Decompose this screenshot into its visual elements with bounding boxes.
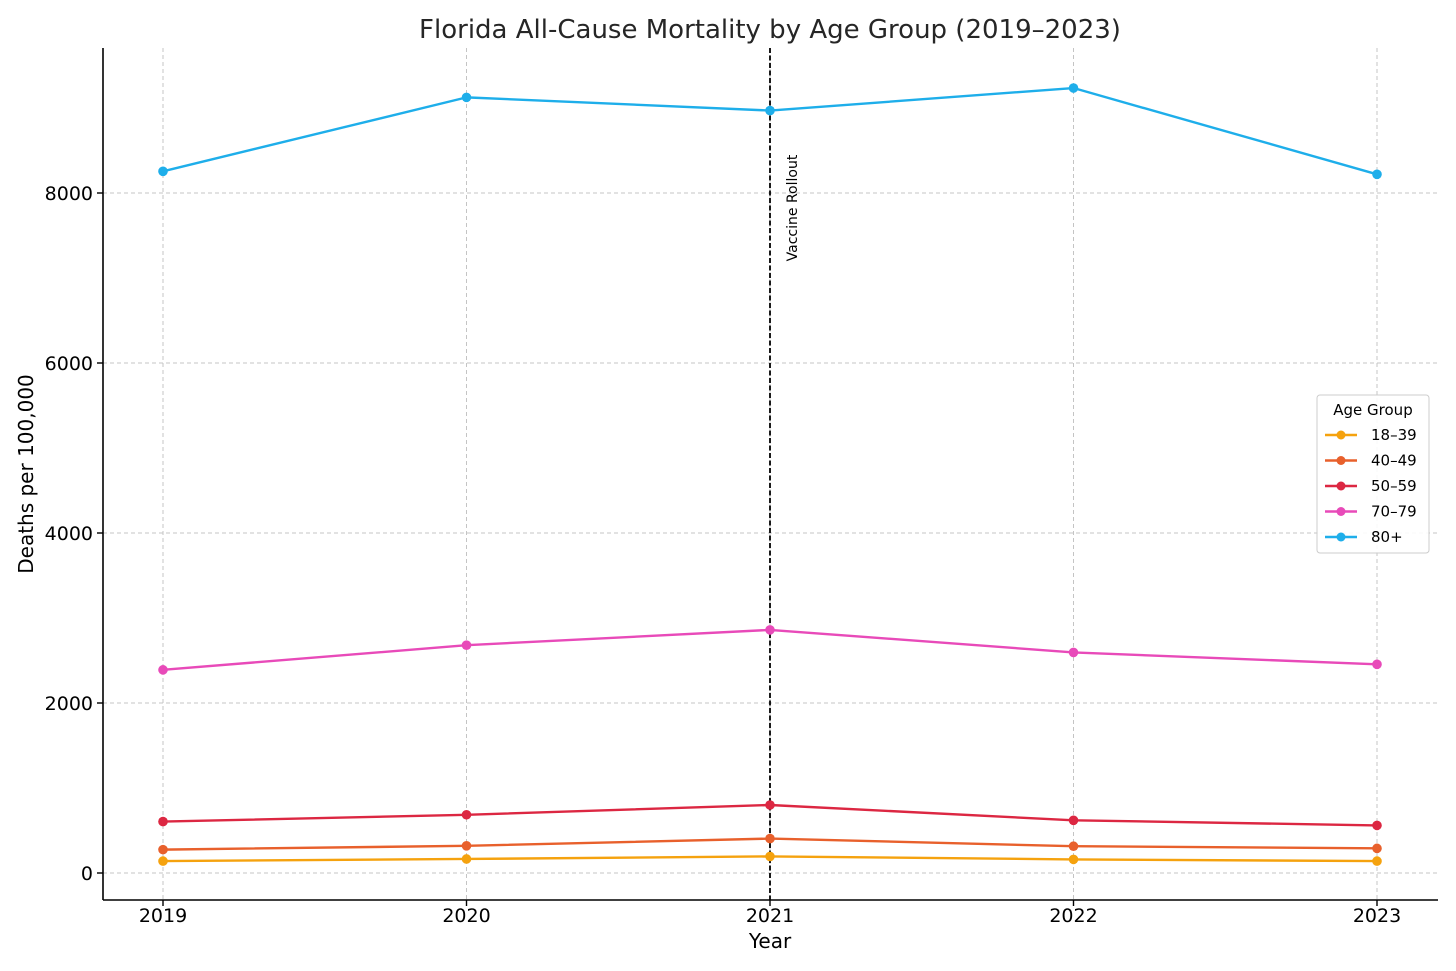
tick-labels: 2019 2020 2021 2022 2023 0 2000 4000 6000 8000 — [45, 183, 1402, 927]
legend-swatch-marker — [1336, 456, 1346, 465]
data-point — [765, 833, 775, 844]
y-tick-label: 6000 — [45, 353, 93, 375]
x-tick-label: 2020 — [442, 905, 490, 927]
data-point — [1372, 856, 1382, 866]
data-point — [158, 816, 168, 827]
data-point — [158, 856, 168, 866]
annotations: Vaccine Rollout — [769, 48, 801, 900]
legend-label: 50–59 — [1371, 477, 1417, 495]
legend-swatch-marker — [1336, 430, 1346, 440]
chart-title: Florida All-Cause Mortality by Age Group… — [419, 15, 1121, 45]
y-tick-label: 0 — [81, 863, 93, 885]
legend-label: 80+ — [1371, 528, 1403, 546]
series-1 — [158, 833, 1382, 855]
legend: Age Group 18–39 40–49 50–59 70–79 80+ — [1316, 394, 1430, 554]
legend-entry: 50–59 — [1325, 477, 1417, 495]
data-point — [1372, 659, 1382, 670]
vaccine-rollout-label: Vaccine Rollout — [785, 154, 801, 261]
x-tick-label: 2022 — [1049, 905, 1097, 927]
x-tick-label: 2023 — [1353, 905, 1401, 927]
legend-entry: 80+ — [1325, 528, 1403, 546]
x-tick-label: 2021 — [746, 905, 794, 927]
legend-swatch-marker — [1336, 507, 1346, 516]
data-point — [765, 800, 775, 810]
legend-label: 70–79 — [1371, 503, 1417, 521]
data-point — [1068, 854, 1079, 865]
legend-entry: 18–39 — [1325, 426, 1417, 444]
x-axis-label: Year — [748, 929, 792, 953]
x-tick-label: 2019 — [139, 905, 187, 927]
series-4 — [158, 83, 1382, 180]
series-3 — [158, 625, 1382, 675]
legend-entry: 70–79 — [1325, 503, 1417, 521]
data-point — [765, 105, 775, 116]
legend-swatch-marker — [1336, 532, 1346, 542]
y-tick-label: 2000 — [45, 693, 93, 715]
data-point — [765, 851, 775, 862]
data-point — [1372, 820, 1382, 831]
data-point — [1068, 647, 1079, 658]
data-point — [1068, 841, 1079, 852]
data-point — [1372, 843, 1382, 854]
data-point — [461, 640, 472, 650]
data-point — [461, 809, 472, 820]
data-point — [158, 166, 168, 177]
legend-swatch-marker — [1336, 481, 1346, 491]
series-0 — [158, 851, 1382, 866]
data-point — [1068, 815, 1079, 826]
series-2 — [158, 800, 1382, 831]
y-axis-label: Deaths per 100,000 — [14, 374, 38, 574]
data-point — [1372, 169, 1382, 180]
axes — [97, 48, 1438, 906]
legend-label: 40–49 — [1371, 452, 1417, 470]
data-point — [461, 854, 472, 864]
data-point — [461, 92, 472, 103]
data-point — [461, 841, 472, 851]
data-point — [1068, 83, 1079, 93]
data-point — [158, 844, 168, 855]
legend-title: Age Group — [1333, 401, 1412, 419]
data-point — [158, 665, 168, 675]
y-tick-label: 4000 — [45, 523, 93, 545]
legend-entry: 40–49 — [1325, 452, 1417, 470]
legend-label: 18–39 — [1371, 426, 1417, 444]
series-group — [158, 83, 1382, 866]
y-tick-label: 8000 — [45, 183, 93, 205]
data-point — [765, 625, 775, 635]
